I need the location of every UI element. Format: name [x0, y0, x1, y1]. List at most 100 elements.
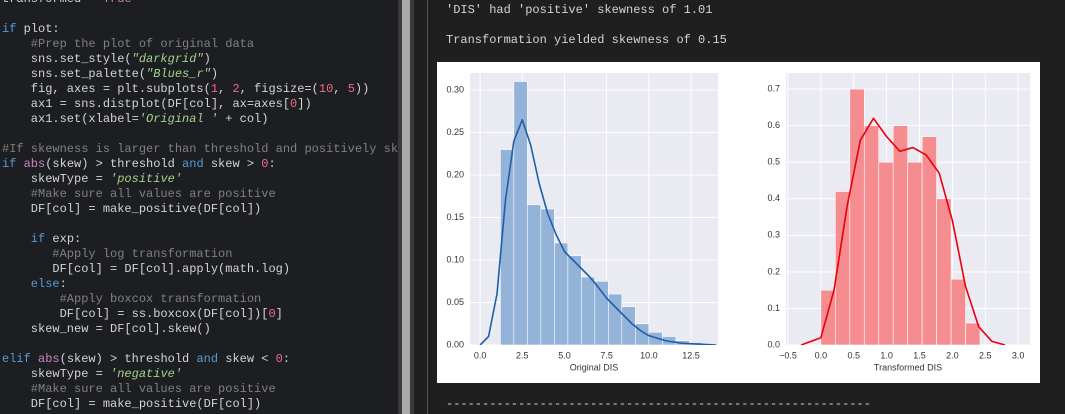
- code-token: 'negative': [110, 367, 183, 381]
- y-tick-label: 0.1: [767, 303, 780, 313]
- code-line: #Make sure all values are positive: [2, 382, 276, 397]
- x-tick-label: 5.0: [558, 350, 571, 360]
- code-token: exp:: [45, 232, 82, 246]
- divider: [427, 0, 428, 414]
- code-token: #Prep the plot of original data: [2, 37, 255, 51]
- histogram-bar: [567, 255, 582, 345]
- kde-line: [800, 117, 1006, 345]
- code-token: 0: [275, 352, 283, 366]
- code-token: sns.set_palette(: [2, 67, 147, 81]
- x-tick-label: 3.0: [1012, 350, 1025, 360]
- code-line: DF[col] = DF[col].apply(math.log): [2, 262, 290, 277]
- code-token: 10: [318, 82, 334, 96]
- code-line: elif abs(skew) > threshold and skew < 0:: [2, 352, 290, 367]
- code-token: ,: [333, 82, 348, 96]
- code-token: and: [182, 157, 204, 171]
- x-tick-label: 0.5: [847, 350, 860, 360]
- output-text: 'DIS' had 'positive' skewness of 1.01: [446, 3, 713, 17]
- code-token: DF[col] = DF[col].apply(math.log): [2, 262, 291, 276]
- histogram-bar: [621, 306, 636, 345]
- code-line: DF[col] = ss.boxcox(DF[col])[0]: [2, 307, 283, 322]
- histogram-bar: [921, 136, 937, 345]
- code-token: plot:: [16, 22, 60, 36]
- y-tick-label: 0.20: [446, 169, 464, 179]
- code-token: 0: [261, 157, 269, 171]
- code-token: #Apply log transformation: [2, 247, 233, 261]
- y-tick-label: 0.2: [767, 266, 780, 276]
- code-token: "darkgrid": [131, 52, 204, 66]
- y-tick-label: 0.30: [446, 84, 464, 94]
- code-token: skew_new = DF[col].skew(): [2, 322, 211, 336]
- code-token: ]): [297, 97, 312, 111]
- code-line: skew_new = DF[col].skew(): [2, 322, 211, 337]
- code-token: sns.set_style(: [2, 52, 132, 66]
- code-token: , figsize=(: [239, 82, 319, 96]
- code-line: if abs(skew) > threshold and skew > 0:: [2, 157, 276, 172]
- code-token: ): [203, 52, 211, 66]
- code-line: sns.set_style("darkgrid"): [2, 52, 211, 67]
- code-token: True: [103, 0, 132, 6]
- code-token: if: [2, 157, 17, 171]
- y-tick-label: 0.4: [767, 193, 780, 203]
- x-tick-label: 0.0: [474, 350, 487, 360]
- y-tick-label: 0.15: [446, 212, 464, 222]
- code-token: ,: [218, 82, 233, 96]
- code-token: :: [282, 352, 291, 366]
- code-token: "Blues_r": [146, 67, 211, 81]
- y-tick-label: 0.05: [446, 297, 464, 307]
- scrollbar-thumb[interactable]: [402, 0, 410, 414]
- output-separator: ----------------------------------------…: [446, 397, 871, 411]
- histogram-bar: [892, 125, 908, 345]
- code-line: #Apply boxcox transformation: [2, 292, 262, 307]
- code-token: #Make sure all values are positive: [2, 187, 276, 201]
- code-token: 'Original ': [138, 112, 219, 126]
- x-tick-label: 2.0: [946, 350, 959, 360]
- code-token: skew >: [203, 157, 262, 171]
- x-tick-label: −0.5: [779, 350, 797, 360]
- code-line: ax1.set(xlabel='Original ' + col): [2, 112, 269, 127]
- code-token: [16, 157, 23, 171]
- y-tick-label: 0.00: [446, 339, 464, 349]
- plot-image: 0.00 0.05 0.10 0.15 0.20 0.25 0.30 0.0 2.5 5.0 7.5…: [437, 62, 1040, 383]
- histogram-bar: [907, 161, 923, 345]
- code-line: fig, axes = plt.subplots(1, 2, figsize=(…: [2, 82, 370, 97]
- code-line: #Apply log transformation: [2, 247, 232, 262]
- code-line: #Make sure all values are positive: [2, 187, 276, 202]
- x-tick-label: 12.5: [682, 350, 700, 360]
- x-axis-label: Transformed DIS: [874, 362, 942, 372]
- x-tick-label: 0.0: [815, 350, 828, 360]
- histogram-bar: [950, 278, 966, 345]
- y-tick-label: 0.3: [767, 230, 780, 240]
- code-token: DF[col] = ss.boxcox(DF[col])[: [2, 307, 269, 321]
- code-line: #Prep the plot of original data: [2, 37, 254, 52]
- histogram-bar: [554, 242, 569, 345]
- histogram-bar: [500, 149, 515, 345]
- histogram-bar: [581, 276, 596, 345]
- y-tick-label: 0.0: [767, 339, 780, 349]
- code-token: 1: [210, 82, 219, 96]
- histogram-bar: [849, 88, 865, 345]
- code-token: skewType =: [2, 172, 111, 186]
- x-tick-label: 2.5: [516, 350, 529, 360]
- histogram-bar: [878, 161, 894, 345]
- y-tick-label: 0.5: [767, 157, 780, 167]
- x-tick-label: 1.5: [913, 350, 926, 360]
- code-editor: transformed = True if plot: #Prep the plo…: [0, 0, 398, 414]
- code-line: sns.set_palette("Blues_r"): [2, 67, 218, 82]
- code-token: #If skewness is larger than threshold an…: [2, 142, 398, 156]
- code-token: fig, axes = plt.subplots(: [2, 82, 211, 96]
- code-token: abs: [38, 352, 60, 366]
- code-line: if exp:: [2, 232, 81, 247]
- x-tick-label: 2.5: [979, 350, 992, 360]
- histogram-bar: [965, 322, 981, 345]
- code-token: DF[col] = make_positive(DF[col]): [2, 202, 262, 216]
- code-token: 5: [347, 82, 355, 96]
- code-token: 0: [268, 307, 276, 321]
- code-token: skew <: [218, 352, 276, 366]
- histogram-bar: [527, 204, 542, 345]
- histogram-bar: [513, 81, 528, 345]
- code-token: 'positive': [110, 172, 183, 186]
- code-line: skewType = 'negative': [2, 367, 182, 382]
- code-line: DF[col] = make_positive(DF[col]): [2, 397, 261, 412]
